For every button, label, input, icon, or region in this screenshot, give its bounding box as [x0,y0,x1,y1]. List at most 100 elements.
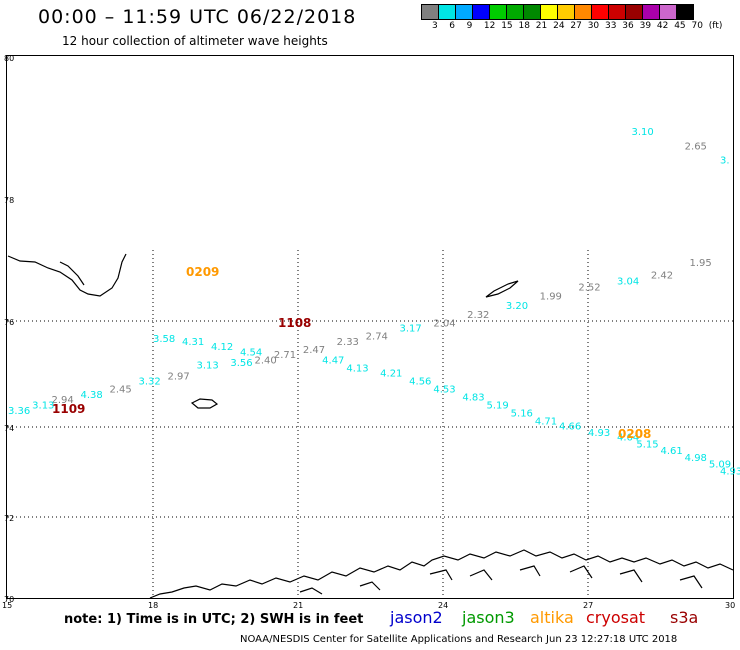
wave-height-value: 2.74 [366,332,388,343]
wave-height-value: 4.53 [433,385,455,396]
satellite-jason2: jason2 [390,608,443,627]
scale-swatch [676,4,694,20]
scale-label: 70 [691,21,703,31]
scale-label: 45 [674,21,686,31]
credit-line: NOAA/NESDIS Center for Satellite Applica… [240,634,678,645]
wave-height-value: 3.32 [139,377,161,388]
norway-islands [299,565,703,595]
scale-label: 15 [501,21,513,31]
wave-height-value: 4.66 [559,421,581,432]
satellite-jason3: jason3 [462,608,515,627]
wave-height-value: 2.33 [337,337,359,348]
wave-height-value: 2.04 [433,318,455,329]
wave-height-value: 2.94 [52,395,74,406]
scale-label: 30 [587,21,600,31]
wave-height-value: 5.19 [487,400,509,411]
scale-label: 42 [656,21,669,31]
latitude-label: 76 [4,318,14,327]
svalbard-coast [7,253,127,297]
bear-island-coast [190,398,219,409]
scale-label: 33 [605,21,617,31]
wave-height-value: 3.36 [8,406,30,417]
wave-height-value: 2.65 [685,141,707,152]
latitude-label: 72 [4,514,14,523]
wave-height-value: 4.64 [617,433,639,444]
wave-height-value: 2.40 [255,355,277,366]
scale-label: 18 [518,21,530,31]
wave-height-value: 4.12 [211,342,233,353]
satellite-s3a: s3a [670,608,699,627]
wave-height-value: 4.93 [588,428,610,439]
wave-height-value: 4.61 [661,446,683,457]
wave-height-value: 5.15 [636,439,658,450]
wave-height-value: 4.31 [182,337,204,348]
satellite-cryosat: cryosat [586,608,646,627]
wave-height-value: 3.56 [230,358,252,369]
pass-time-labels: 0209 1108 1109 0208 [52,265,651,441]
note-text: note: 1) Time is in UTC; 2) SWH is in fe… [64,612,364,627]
wave-height-value: 2.71 [274,350,296,361]
latitude-label: 70 [4,595,14,604]
wave-height-value: 5.09 [709,460,731,471]
wave-height-value: 4.83 [462,393,484,404]
pass-time-label: 1109 [52,402,85,416]
wave-height-value: 3.17 [400,324,422,335]
wave-height-value: 4.54 [240,347,262,358]
wave-height-value: 2.52 [578,283,600,294]
scale-label: 12 [483,21,496,31]
wave-height-value: 2.42 [651,270,673,281]
scale-label: 39 [639,21,652,31]
wave-height-value: 4.21 [380,369,402,380]
latitude-label: 80 [4,54,14,63]
wave-height-value: 2.97 [168,371,190,382]
color-scale-labels: 3 6 9 12 15 18 21 24 27 30 33 36 39 42 45 70 (ft) [422,21,740,33]
wave-height-value: 1.99 [540,292,562,303]
wave-height-value: 3.13 [197,361,219,372]
pass-time-label: 0208 [618,427,651,441]
coastline [7,253,734,599]
wave-height-value: 1.95 [690,258,712,269]
pass-time-label: 0209 [186,265,219,279]
scale-label: (ft) [708,21,723,31]
latitude-label: 74 [4,424,14,433]
satellite-altika: altika [530,608,574,627]
wave-height-value: 4.71 [535,416,557,427]
wave-height-value: 3.13 [32,400,54,411]
wave-height-value: 4.56 [409,377,431,388]
wave-height-value: 3.58 [153,334,175,345]
wave-height-value: 4.98 [685,453,707,464]
map-title: 00:00 – 11:59 UTC 06/22/2018 [38,6,357,28]
longitude-label: 18 [148,601,158,610]
longitude-label: 30 [725,601,735,610]
wave-height-value: 2.32 [467,310,489,321]
wave-height-value: 4.93 [720,466,740,477]
wave-height-value: 3.04 [617,276,639,287]
scale-label: 27 [570,21,582,31]
latitude-label: 78 [4,196,14,205]
norway-coast [149,549,734,599]
wave-height-points: 3.10 2.65 3. 1.95 2.42 3.04 2.52 1.99 3.20 2.32 2.… [8,127,740,477]
longitude-label: 27 [583,601,593,610]
wave-height-value: 4.13 [346,363,368,374]
wave-height-value: 3.20 [506,301,528,312]
scale-label: 9 [466,21,473,31]
map-subtitle: 12 hour collection of altimeter wave hei… [62,34,328,48]
wave-height-value: 2.47 [303,345,325,356]
scale-label: 21 [535,21,548,31]
longitude-label: 21 [293,601,303,610]
longitude-label: 24 [438,601,448,610]
wave-height-value: 2.45 [110,385,132,396]
scale-label: 24 [553,21,565,31]
wave-height-value: 3.10 [632,127,654,138]
hopen-coast [485,280,519,298]
wave-height-value: 4.38 [81,390,103,401]
color-scale [421,4,694,20]
scale-label: 3 [432,21,438,31]
scale-label: 36 [622,21,634,31]
wave-height-value: 5.16 [511,408,533,419]
map-frame [6,55,734,599]
longitude-label: 15 [2,601,12,610]
wave-height-value: 4.47 [322,355,344,366]
